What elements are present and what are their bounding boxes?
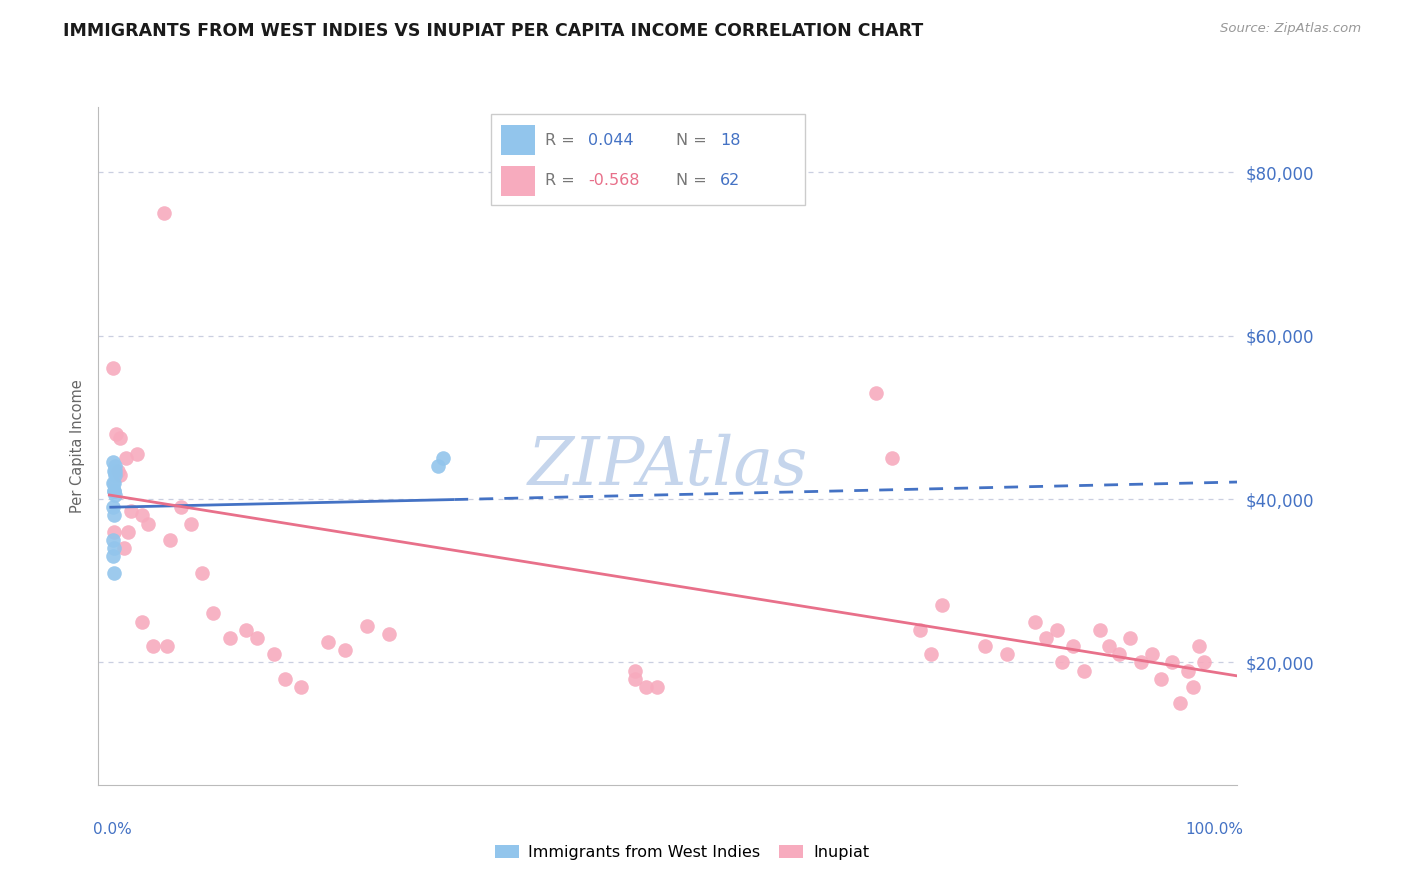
Text: ZIPAtlas: ZIPAtlas: [527, 434, 808, 499]
Point: [426, 459, 449, 474]
Legend: Immigrants from West Indies, Inupiat: Immigrants from West Indies, Inupiat: [488, 838, 876, 866]
Point: [103, 475, 125, 490]
Point: [156, 639, 179, 653]
Point: [995, 647, 1018, 661]
Point: [153, 206, 176, 220]
Point: [624, 664, 647, 678]
Point: [120, 504, 142, 518]
Point: [1108, 647, 1130, 661]
Point: [1062, 639, 1084, 653]
Point: [101, 475, 124, 490]
Point: [1188, 639, 1211, 653]
Point: [117, 524, 139, 539]
Point: [290, 680, 312, 694]
Point: [356, 618, 378, 632]
Point: [101, 361, 124, 376]
Point: [131, 615, 153, 629]
Point: [104, 488, 127, 502]
Text: 100.0%: 100.0%: [1185, 822, 1243, 838]
Point: [235, 623, 257, 637]
Point: [273, 672, 295, 686]
Point: [103, 483, 125, 498]
Point: [1045, 623, 1067, 637]
Point: [920, 647, 942, 661]
Point: [1050, 656, 1073, 670]
Point: [191, 566, 214, 580]
Point: [1119, 631, 1142, 645]
Point: [159, 533, 181, 547]
Point: [1129, 656, 1152, 670]
Point: [624, 672, 647, 686]
Point: [104, 426, 127, 441]
Point: [377, 627, 399, 641]
Text: IMMIGRANTS FROM WEST INDIES VS INUPIAT PER CAPITA INCOME CORRELATION CHART: IMMIGRANTS FROM WEST INDIES VS INUPIAT P…: [63, 22, 924, 40]
Point: [974, 639, 997, 653]
Point: [112, 541, 135, 555]
Point: [103, 524, 125, 539]
Text: Source: ZipAtlas.com: Source: ZipAtlas.com: [1220, 22, 1361, 36]
Point: [104, 463, 127, 477]
Point: [136, 516, 159, 531]
Point: [103, 508, 125, 523]
Text: 0.0%: 0.0%: [93, 822, 132, 838]
Point: [101, 500, 124, 515]
Point: [263, 647, 285, 661]
Y-axis label: Per Capita Income: Per Capita Income: [70, 379, 86, 513]
Point: [104, 459, 127, 474]
Point: [107, 463, 129, 477]
Point: [103, 483, 125, 498]
Point: [114, 451, 136, 466]
Point: [142, 639, 165, 653]
Point: [1182, 680, 1205, 694]
Point: [110, 467, 132, 482]
Point: [169, 500, 191, 515]
Point: [104, 467, 127, 482]
Point: [1090, 623, 1112, 637]
Point: [202, 607, 225, 621]
Point: [645, 680, 668, 694]
Point: [882, 451, 904, 466]
Point: [1177, 664, 1199, 678]
Point: [218, 631, 240, 645]
Point: [246, 631, 269, 645]
Point: [101, 533, 124, 547]
Point: [908, 623, 931, 637]
Point: [103, 541, 125, 555]
Point: [432, 451, 454, 466]
Point: [1149, 672, 1171, 686]
Point: [1024, 615, 1046, 629]
Point: [110, 431, 132, 445]
Point: [101, 455, 124, 469]
Point: [333, 643, 356, 657]
Point: [1035, 631, 1057, 645]
Point: [103, 463, 125, 477]
Point: [1170, 696, 1192, 710]
Point: [1098, 639, 1121, 653]
Point: [101, 549, 124, 564]
Point: [1140, 647, 1163, 661]
Point: [1194, 656, 1216, 670]
Point: [634, 680, 657, 694]
Point: [125, 447, 148, 461]
Point: [103, 566, 125, 580]
Point: [1160, 656, 1182, 670]
Point: [931, 599, 953, 613]
Point: [318, 635, 340, 649]
Point: [865, 385, 887, 400]
Point: [180, 516, 202, 531]
Point: [131, 508, 153, 523]
Point: [1073, 664, 1095, 678]
